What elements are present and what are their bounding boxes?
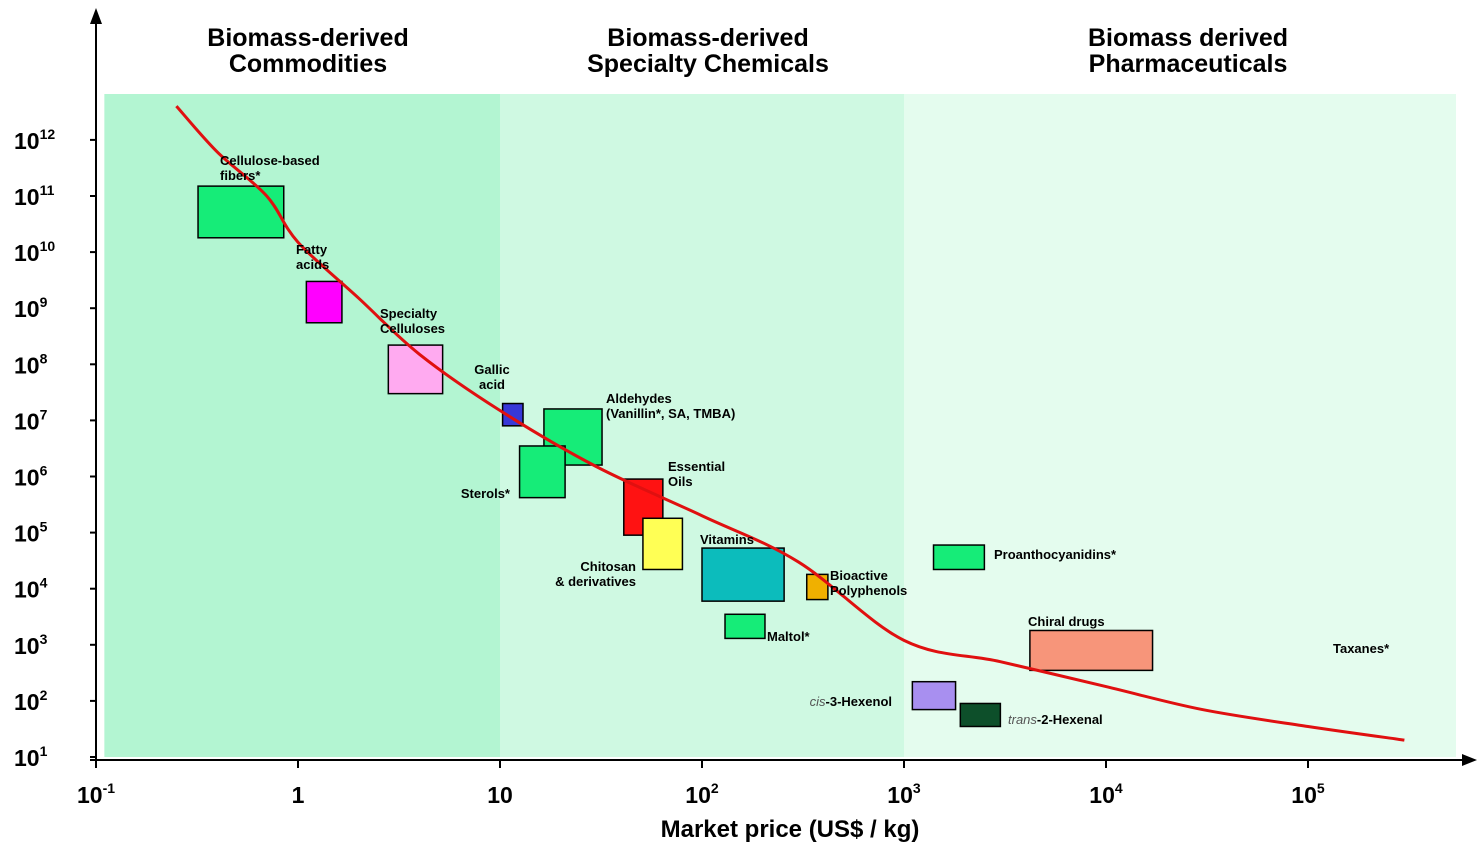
item-box-15	[959, 702, 1002, 728]
item-label-13-line-0: Taxanes*	[1333, 641, 1390, 656]
region-title-1-line-1: Specialty Chemicals	[587, 50, 829, 78]
item-box-14	[911, 680, 957, 711]
item-label-9-line-1: Polyphenols	[830, 583, 907, 598]
item-label-5-line-0: Sterols*	[461, 486, 511, 501]
item-box-12	[1029, 629, 1154, 672]
x-tick-label-2: 10	[487, 782, 513, 808]
item-label-2-line-1: Celluloses	[380, 321, 445, 336]
item-label-8-line-0: Vitamins	[700, 532, 754, 547]
x-tick-label-3: 102	[685, 780, 719, 808]
y-tick-label-9: 1010	[14, 238, 55, 266]
x-tick-label-4: 103	[887, 780, 921, 808]
item-label-7-line-0: Chitosan	[580, 559, 636, 574]
item-label-1-line-1: acids	[296, 257, 329, 272]
region-title-1-line-0: Biomass-derived	[607, 24, 808, 52]
y-tick-label-11: 1012	[14, 126, 55, 154]
item-label-4-line-1: (Vanillin*, SA, TMBA)	[606, 406, 735, 421]
y-tick-label-7: 108	[14, 350, 48, 378]
y-tick-label-1: 102	[14, 687, 48, 715]
x-axis-arrow	[1462, 754, 1477, 766]
item-box-2	[387, 344, 444, 395]
item-label-14: cis-3-Hexenol	[810, 694, 892, 709]
item-box-11	[724, 613, 766, 640]
item-label-3-line-0: Gallic	[474, 362, 509, 377]
item-label-12-line-0: Chiral drugs	[1028, 614, 1105, 629]
item-label-10-line-0: Proanthocyanidins*	[994, 547, 1117, 562]
item-box-0	[197, 185, 285, 239]
item-box-7	[642, 517, 684, 571]
item-label-2-line-0: Specialty	[380, 306, 438, 321]
region-band-0	[104, 94, 500, 757]
region-band-2	[904, 94, 1456, 757]
item-label-4-line-0: Aldehydes	[606, 391, 672, 406]
region-title-0-line-1: Commodities	[229, 50, 387, 78]
y-tick-label-0: 101	[14, 743, 48, 771]
region-title-2-line-1: Pharmaceuticals	[1089, 50, 1288, 78]
item-label-3-line-1: acid	[479, 377, 505, 392]
item-label-9-line-0: Bioactive	[830, 568, 888, 583]
y-tick-label-2: 103	[14, 631, 48, 659]
item-box-1	[305, 280, 343, 324]
x-tick-label-6: 105	[1291, 780, 1325, 808]
region-title-0-line-0: Biomass-derived	[207, 24, 408, 52]
trend-curve	[175, 105, 1405, 742]
x-tick-label-0: 10-1	[77, 780, 115, 808]
y-tick-label-10: 1011	[14, 182, 55, 210]
y-axis-arrow	[90, 8, 102, 24]
item-label-6-line-0: Essential	[668, 459, 725, 474]
item-box-8	[701, 547, 785, 602]
y-tick-label-3: 104	[14, 575, 48, 603]
item-box-10	[932, 544, 986, 571]
item-label-11-line-0: Maltol*	[767, 629, 811, 644]
item-box-9	[805, 573, 829, 601]
item-label-15: trans-2-Hexenal	[1008, 712, 1103, 727]
x-tick-label-1: 1	[292, 782, 305, 808]
x-axis-title: Market price (US$ / kg)	[661, 816, 920, 843]
y-tick-label-4: 105	[14, 519, 48, 547]
y-tick-label-5: 106	[14, 463, 48, 491]
item-label-1-line-0: Fatty	[296, 242, 328, 257]
item-label-0-line-0: Cellulose-based	[220, 153, 320, 168]
item-label-6-line-1: Oils	[668, 474, 693, 489]
item-box-5	[518, 445, 566, 499]
y-tick-label-8: 109	[14, 294, 48, 322]
y-tick-label-6: 107	[14, 406, 48, 434]
x-tick-label-5: 104	[1089, 780, 1123, 808]
item-label-7-line-1: & derivatives	[555, 574, 636, 589]
region-title-2-line-0: Biomass derived	[1088, 24, 1288, 52]
item-label-0-line-1: fibers*	[220, 168, 261, 183]
